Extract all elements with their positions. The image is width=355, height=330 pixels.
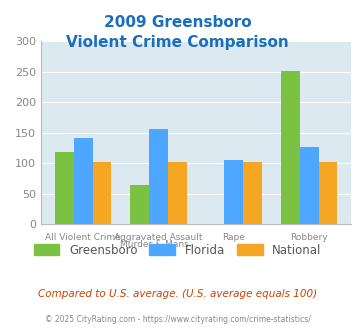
Text: Compared to U.S. average. (U.S. average equals 100): Compared to U.S. average. (U.S. average … xyxy=(38,289,317,299)
Bar xyxy=(168,162,187,224)
Text: All Violent Crime: All Violent Crime xyxy=(45,233,121,242)
Bar xyxy=(149,129,168,224)
Text: Murder & Mans...: Murder & Mans... xyxy=(120,240,197,249)
Bar xyxy=(318,162,337,224)
Text: © 2025 CityRating.com - https://www.cityrating.com/crime-statistics/: © 2025 CityRating.com - https://www.city… xyxy=(45,315,310,324)
Bar xyxy=(243,162,262,224)
Bar xyxy=(224,160,243,224)
Text: 2009 Greensboro: 2009 Greensboro xyxy=(104,15,251,30)
Text: Aggravated Assault: Aggravated Assault xyxy=(114,233,203,242)
Text: Robbery: Robbery xyxy=(290,233,328,242)
Bar xyxy=(55,152,74,224)
Text: Violent Crime Comparison: Violent Crime Comparison xyxy=(66,35,289,50)
Text: Rape: Rape xyxy=(222,233,245,242)
Legend: Greensboro, Florida, National: Greensboro, Florida, National xyxy=(29,239,326,261)
Bar xyxy=(300,148,318,224)
Bar xyxy=(74,138,93,224)
Bar xyxy=(130,185,149,224)
Bar xyxy=(281,71,300,224)
Bar xyxy=(93,162,111,224)
